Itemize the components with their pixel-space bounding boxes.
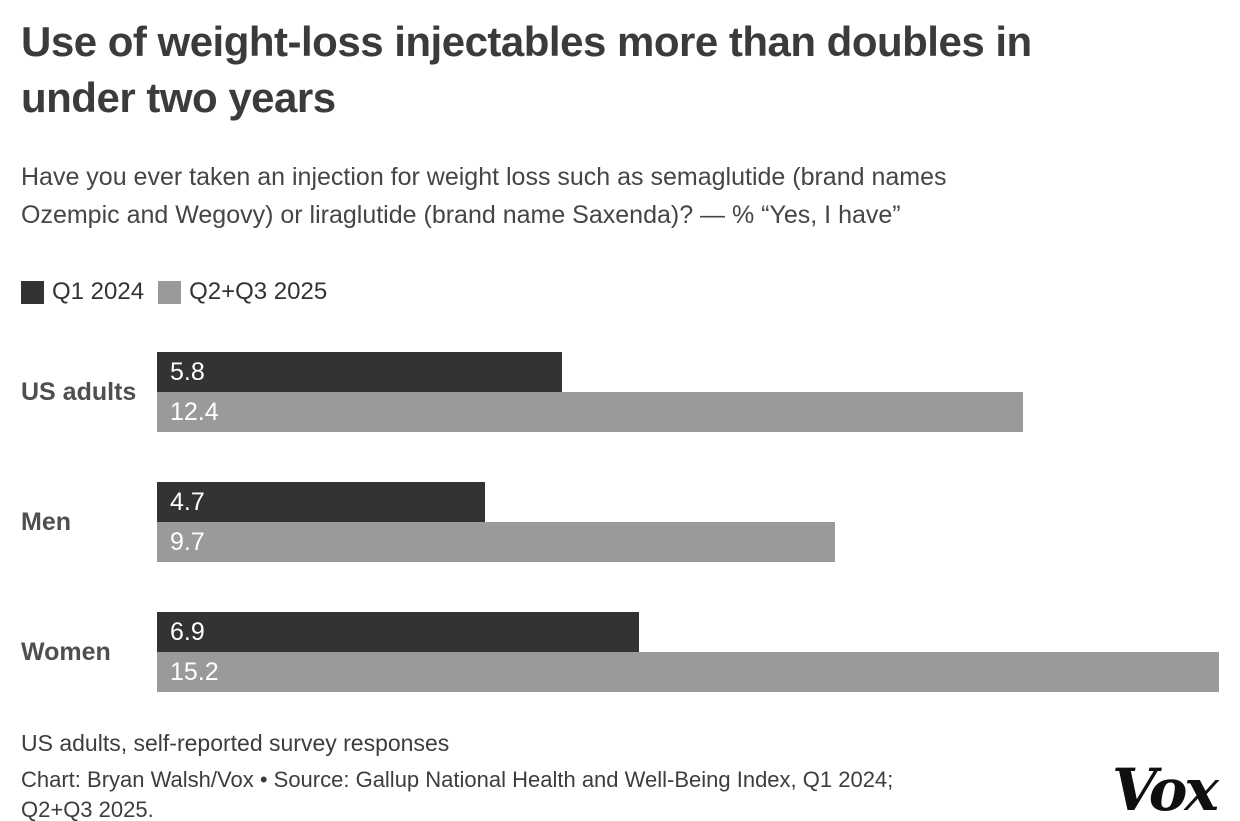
bar-chart: US adults 5.8 12.4 Men 4.7 9.7 Women 6.9 15.2 <box>21 352 1219 692</box>
legend-swatch-q2q3-2025 <box>158 280 182 304</box>
credit-line-2: Q2+Q3 2025. <box>21 797 154 821</box>
bar-q1-2024: 4.7 <box>157 482 486 522</box>
bar-value-label: 6.9 <box>170 617 205 646</box>
credit-line: Chart: Bryan Walsh/Vox • Source: Gallup … <box>21 765 1081 821</box>
bar-stack: 6.9 15.2 <box>157 612 1219 692</box>
bar-group-women: Women 6.9 15.2 <box>21 612 1219 692</box>
bar-group-us-adults: US adults 5.8 12.4 <box>21 352 1219 432</box>
bar-q2-q3-2025: 15.2 <box>157 652 1219 692</box>
chart-subtitle-line-2: Ozempic and Wegovy) or liraglutide (bran… <box>21 201 901 229</box>
legend-label-q2q3-2025: Q2+Q3 2025 <box>189 278 328 305</box>
bar-q2-q3-2025: 9.7 <box>157 522 835 562</box>
chart-subtitle: Have you ever taken an injection for wei… <box>21 158 1219 234</box>
chart-title-line-2: under two years <box>21 74 336 121</box>
footnote: US adults, self-reported survey response… <box>21 730 450 756</box>
credit-line-1: Chart: Bryan Walsh/Vox • Source: Gallup … <box>21 767 894 792</box>
category-label: Men <box>21 507 71 536</box>
legend-item-q2q3-2025: Q2+Q3 2025 <box>158 278 327 306</box>
legend-item-q1-2024: Q1 2024 <box>21 278 144 306</box>
vox-logo: Vox <box>1112 756 1219 821</box>
legend-label-q1-2024: Q1 2024 <box>52 278 145 305</box>
bar-value-label: 15.2 <box>170 657 219 686</box>
bar-value-label: 5.8 <box>170 357 205 386</box>
bar-value-label: 12.4 <box>170 397 219 426</box>
bar-value-label: 9.7 <box>170 527 205 556</box>
chart-title-line-1: Use of weight-loss injectables more than… <box>21 18 1032 65</box>
chart-subtitle-line-1: Have you ever taken an injection for wei… <box>21 163 947 191</box>
category-label: Women <box>21 637 111 666</box>
bar-stack: 5.8 12.4 <box>157 352 1219 432</box>
bar-q1-2024: 5.8 <box>157 352 563 392</box>
legend-swatch-q1-2024 <box>21 280 44 304</box>
bar-group-men: Men 4.7 9.7 <box>21 482 1219 562</box>
bar-q2-q3-2025: 12.4 <box>157 392 1024 432</box>
chart-title: Use of weight-loss injectables more than… <box>21 14 1219 126</box>
bar-stack: 4.7 9.7 <box>157 482 1219 562</box>
bar-value-label: 4.7 <box>170 487 205 516</box>
legend: Q1 2024 Q2+Q3 2025 <box>21 278 1219 306</box>
bar-q1-2024: 6.9 <box>157 612 640 652</box>
category-label: US adults <box>21 377 137 406</box>
